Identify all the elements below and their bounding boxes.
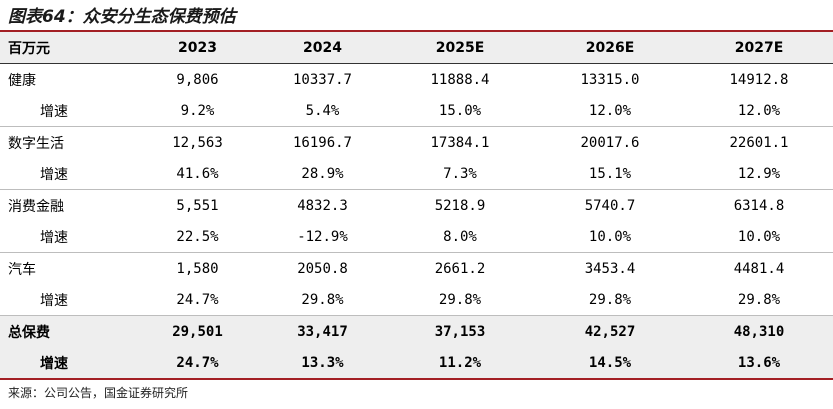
table-row-digital-life-growth: 增速 41.6% 28.9% 7.3% 15.1% 12.9% bbox=[0, 158, 833, 190]
table-cell: 29,501 bbox=[135, 315, 260, 347]
table-header-row: 百万元 2023 2024 2025E 2026E 2027E bbox=[0, 32, 833, 64]
table-row-health-growth: 增速 9.2% 5.4% 15.0% 12.0% 12.0% bbox=[0, 95, 833, 127]
row-label: 数字生活 bbox=[8, 135, 64, 152]
table-cell: 41.6% bbox=[135, 158, 260, 190]
table-cell: 10.0% bbox=[535, 221, 685, 253]
table-cell: 29.8% bbox=[685, 284, 833, 316]
figure-title: 图表64：众安分生态保费预估 bbox=[8, 7, 236, 27]
table-cell: 7.3% bbox=[385, 158, 535, 190]
table-cell: 14912.8 bbox=[729, 71, 789, 88]
table-cell: 22.5% bbox=[135, 221, 260, 253]
unit-header: 百万元 bbox=[0, 32, 135, 64]
table-cell: 10.0% bbox=[685, 221, 833, 253]
row-label: 总保费 bbox=[0, 315, 135, 347]
row-label: 增速 bbox=[0, 95, 135, 127]
table-row-consumer-finance: 消费金融 5,551 4832.3 5218.9 5740.7 6314.8 bbox=[0, 190, 833, 222]
title-divider bbox=[0, 30, 833, 32]
table-cell: 24.7% bbox=[135, 284, 260, 316]
table-cell: 13315.0 bbox=[580, 71, 640, 88]
table-cell: 15.0% bbox=[385, 95, 535, 127]
table-row-auto-growth: 增速 24.7% 29.8% 29.8% 29.8% 29.8% bbox=[0, 284, 833, 316]
table-cell: 4832.3 bbox=[297, 197, 348, 214]
table-cell: 29.8% bbox=[260, 284, 385, 316]
table-cell: 8.0% bbox=[385, 221, 535, 253]
table-cell: 24.7% bbox=[135, 347, 260, 380]
row-label: 增速 bbox=[0, 158, 135, 190]
row-label: 增速 bbox=[0, 347, 135, 380]
table-row-auto: 汽车 1,580 2050.8 2661.2 3453.4 4481.4 bbox=[0, 253, 833, 285]
table-cell: 1,580 bbox=[176, 260, 219, 277]
source-note: 来源：公司公告，国金证券研究所 bbox=[8, 386, 189, 400]
table-row-total-premium: 总保费 29,501 33,417 37,153 42,527 48,310 bbox=[0, 315, 833, 347]
table-cell: 33,417 bbox=[260, 315, 385, 347]
table-cell: 5740.7 bbox=[584, 197, 636, 214]
table-cell: 16196.7 bbox=[292, 134, 352, 151]
year-header: 2023 bbox=[135, 32, 260, 64]
table-cell: 5218.9 bbox=[434, 197, 486, 214]
table-row-total-growth: 增速 24.7% 13.3% 11.2% 14.5% 13.6% bbox=[0, 347, 833, 380]
table-cell: 10337.7 bbox=[292, 71, 352, 88]
table-cell: 20017.6 bbox=[580, 134, 640, 151]
table-cell: 13.6% bbox=[685, 347, 833, 380]
table-cell: 12,563 bbox=[172, 134, 223, 151]
table-row-consumer-finance-growth: 增速 22.5% -12.9% 8.0% 10.0% 10.0% bbox=[0, 221, 833, 253]
row-label: 健康 bbox=[8, 72, 36, 89]
table-cell: 15.1% bbox=[535, 158, 685, 190]
premium-forecast-table: 百万元 2023 2024 2025E 2026E 2027E 健康 9,806… bbox=[0, 32, 833, 380]
table-cell: 11.2% bbox=[385, 347, 535, 380]
table-cell: 2050.8 bbox=[297, 260, 348, 277]
table-cell: 29.8% bbox=[385, 284, 535, 316]
table-cell: 6314.8 bbox=[733, 197, 785, 214]
table-cell: 5.4% bbox=[260, 95, 385, 127]
table-cell: -12.9% bbox=[260, 221, 385, 253]
table-cell: 37,153 bbox=[385, 315, 535, 347]
year-header: 2025E bbox=[385, 32, 535, 64]
table-cell: 17384.1 bbox=[430, 134, 490, 151]
year-header: 2024 bbox=[260, 32, 385, 64]
table-row-health: 健康 9,806 10337.7 11888.4 13315.0 14912.8 bbox=[0, 64, 833, 96]
table-cell: 14.5% bbox=[535, 347, 685, 380]
table-cell: 5,551 bbox=[176, 197, 219, 214]
table-cell: 2661.2 bbox=[434, 260, 486, 277]
year-header: 2026E bbox=[535, 32, 685, 64]
table-cell: 28.9% bbox=[260, 158, 385, 190]
table-cell: 42,527 bbox=[535, 315, 685, 347]
row-label: 汽车 bbox=[8, 261, 36, 278]
row-label: 消费金融 bbox=[8, 198, 64, 215]
table-cell: 12.0% bbox=[685, 95, 833, 127]
year-header: 2027E bbox=[685, 32, 833, 64]
table-cell: 3453.4 bbox=[584, 260, 636, 277]
table-cell: 9,806 bbox=[176, 71, 219, 88]
table-cell: 29.8% bbox=[535, 284, 685, 316]
row-label: 增速 bbox=[0, 221, 135, 253]
table-cell: 11888.4 bbox=[430, 71, 490, 88]
table-cell: 48,310 bbox=[685, 315, 833, 347]
table-cell: 13.3% bbox=[260, 347, 385, 380]
table-cell: 22601.1 bbox=[729, 134, 789, 151]
table-cell: 4481.4 bbox=[733, 260, 785, 277]
row-label: 增速 bbox=[0, 284, 135, 316]
table-row-digital-life: 数字生活 12,563 16196.7 17384.1 20017.6 2260… bbox=[0, 127, 833, 159]
table-cell: 12.0% bbox=[535, 95, 685, 127]
table-cell: 12.9% bbox=[685, 158, 833, 190]
table-cell: 9.2% bbox=[135, 95, 260, 127]
